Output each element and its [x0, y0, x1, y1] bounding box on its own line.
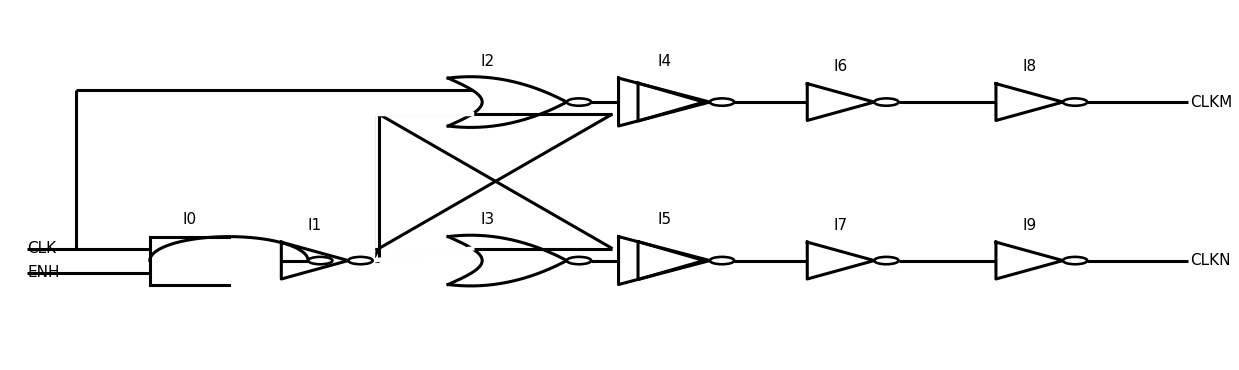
Circle shape	[875, 257, 898, 264]
Circle shape	[566, 98, 591, 106]
Circle shape	[875, 98, 898, 106]
Text: I2: I2	[481, 54, 494, 69]
Text: I5: I5	[657, 212, 672, 228]
Text: I8: I8	[1022, 60, 1037, 74]
Text: I6: I6	[834, 60, 847, 74]
Text: I9: I9	[1022, 218, 1037, 233]
Text: I3: I3	[481, 212, 494, 228]
Text: ENH: ENH	[27, 265, 59, 280]
Text: CLKN: CLKN	[1191, 253, 1230, 268]
Text: I0: I0	[182, 212, 197, 228]
Circle shape	[309, 257, 332, 264]
Circle shape	[566, 257, 591, 264]
Circle shape	[1063, 98, 1088, 106]
Circle shape	[1063, 257, 1088, 264]
Circle shape	[710, 98, 735, 106]
Text: CLK: CLK	[27, 241, 57, 256]
Text: I1: I1	[307, 218, 322, 233]
Text: I4: I4	[657, 54, 672, 69]
Circle shape	[348, 257, 373, 264]
Circle shape	[710, 257, 735, 264]
Text: CLKM: CLKM	[1191, 95, 1233, 110]
Text: I7: I7	[834, 218, 847, 233]
